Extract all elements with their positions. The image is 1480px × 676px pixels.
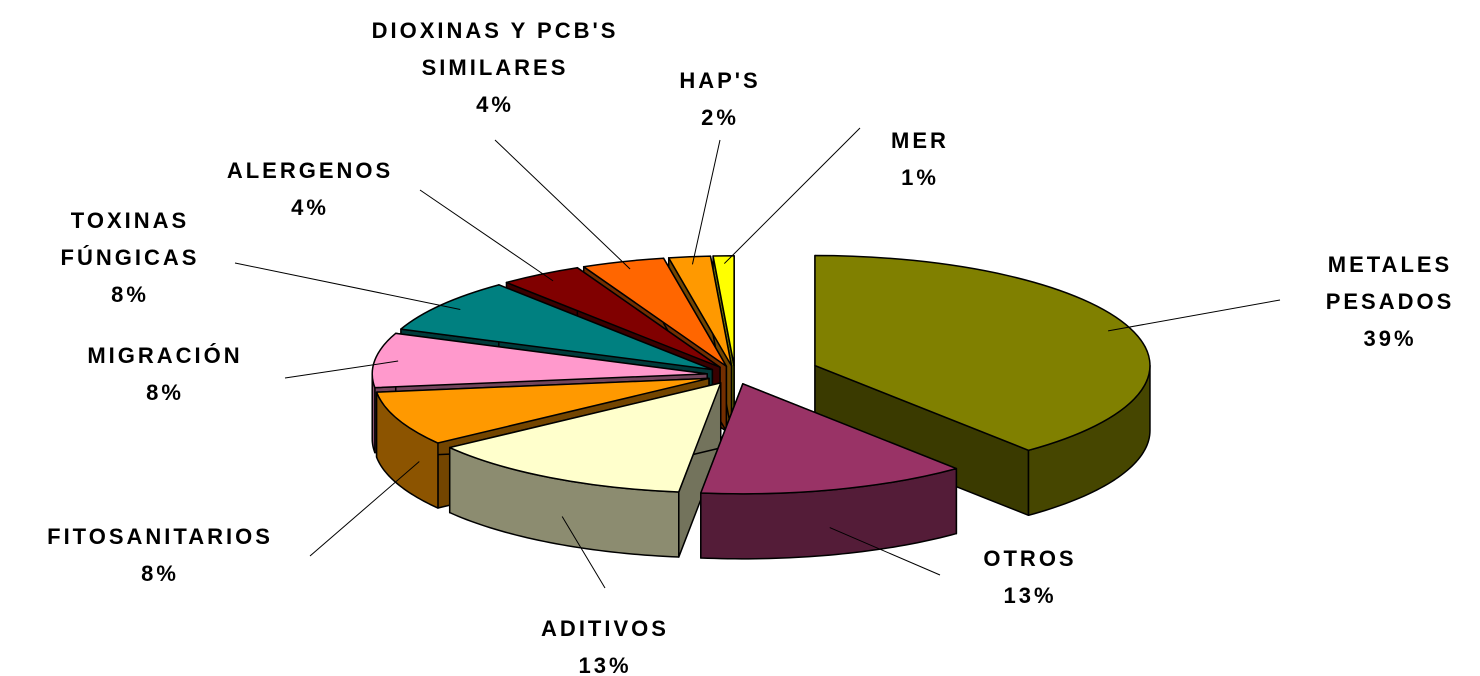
slice-label: METALES PESADOS 39% [1290,246,1480,357]
value-label: 4% [476,92,514,117]
slice-top [371,332,708,389]
category-label: OTROS [983,546,1077,571]
category-label: METALES PESADOS [1325,252,1455,314]
category-label: ADITIVOS [541,616,669,641]
slice-label: MIGRACIÓN 8% [35,337,295,411]
value-label: 8% [141,561,179,586]
slice-label: ADITIVOS 13% [485,610,725,676]
slice-top [400,284,714,371]
category-label: ALERGENOS [226,158,394,183]
leader-line [829,527,941,576]
value-label: 13% [578,653,632,676]
category-label: MIGRACIÓN [87,343,243,368]
leader-line [494,139,631,270]
category-label: DIOXINAS Y PCB'S SIMILARES [371,18,619,80]
leader-line [284,360,399,379]
value-label: 4% [291,195,329,220]
leader-line [1108,299,1281,332]
leader-line [723,127,861,264]
slice [700,383,958,560]
value-label: 39% [1363,326,1417,351]
value-label: 8% [111,282,149,307]
slice-label: DIOXINAS Y PCB'S SIMILARES 4% [325,12,665,123]
leader-line [309,461,420,557]
slice-top [375,377,710,444]
slice-label: FITOSANITARIOS 8% [0,518,320,592]
slice-top [712,255,735,367]
category-label: HAP'S [679,68,761,93]
slice-top [448,382,722,493]
leader-line [419,189,554,282]
slice-top [505,266,721,368]
slice [814,254,1151,517]
category-label: TOXINAS FÚNGICAS [60,208,200,270]
slice-label: OTROS 13% [930,540,1130,614]
category-label: MER [891,128,949,153]
slice-label: HAP'S 2% [640,62,800,136]
category-label: FITOSANITARIOS [47,524,273,549]
value-label: 13% [1003,583,1057,608]
slice-label: MER 1% [850,122,990,196]
value-label: 8% [146,380,184,405]
slice-top [667,255,733,367]
slice-label: TOXINAS FÚNGICAS 8% [10,202,250,313]
leader-line [234,262,461,310]
slice-label: ALERGENOS 4% [180,152,440,226]
slice [448,382,722,558]
leader-line [691,139,721,265]
slice-top [700,383,958,495]
slice-top [814,254,1151,452]
value-label: 1% [901,165,939,190]
value-label: 2% [701,105,739,130]
leader-line [561,516,606,589]
